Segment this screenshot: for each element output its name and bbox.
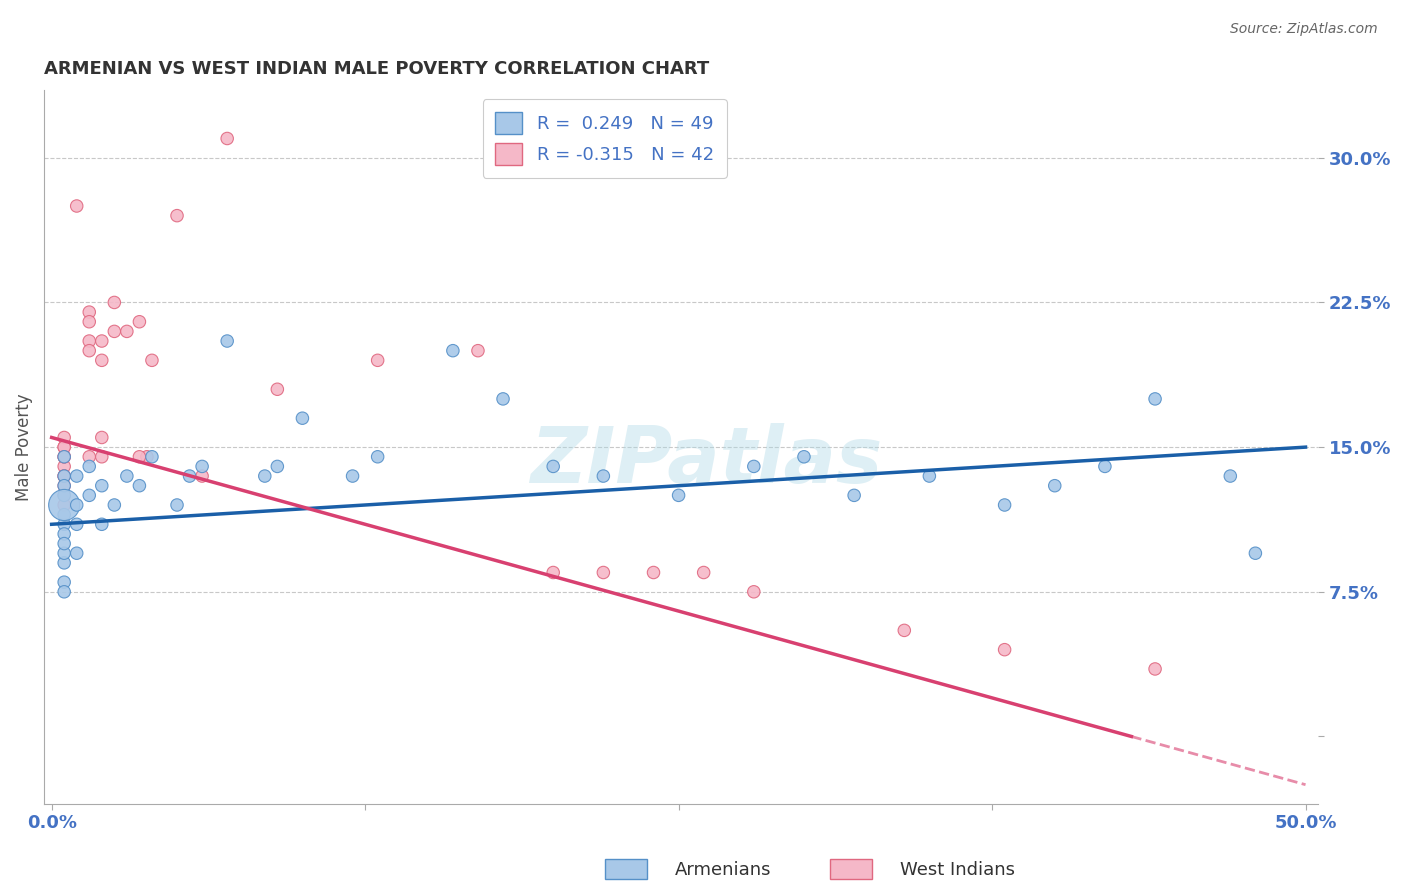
Point	[53, 527, 76, 541]
Point	[77, 343, 100, 358]
Point	[643, 566, 665, 580]
Point	[53, 479, 76, 493]
Point	[53, 440, 76, 454]
Point	[191, 469, 214, 483]
Point	[541, 566, 564, 580]
Point	[53, 479, 76, 493]
Text: ARMENIAN VS WEST INDIAN MALE POVERTY CORRELATION CHART: ARMENIAN VS WEST INDIAN MALE POVERTY COR…	[44, 60, 710, 78]
Point	[141, 353, 163, 368]
Point	[53, 450, 76, 464]
Point	[994, 642, 1017, 657]
Point	[266, 459, 288, 474]
Point	[1244, 546, 1267, 560]
Point	[141, 450, 163, 464]
Point	[793, 450, 815, 464]
Point	[53, 546, 76, 560]
Point	[115, 469, 138, 483]
Point	[53, 469, 76, 483]
Point	[541, 459, 564, 474]
Legend: R =  0.249   N = 49, R = -0.315   N = 42: R = 0.249 N = 49, R = -0.315 N = 42	[482, 99, 727, 178]
Point	[90, 450, 112, 464]
Point	[53, 508, 76, 522]
Text: West Indians: West Indians	[900, 861, 1015, 879]
Point	[441, 343, 464, 358]
Point	[179, 469, 201, 483]
Point	[217, 131, 239, 145]
Point	[90, 517, 112, 532]
Point	[77, 450, 100, 464]
Point	[1094, 459, 1116, 474]
Point	[191, 459, 214, 474]
Point	[893, 624, 915, 638]
Point	[53, 498, 76, 512]
Point	[592, 566, 614, 580]
Point	[217, 334, 239, 348]
Text: ZIPatlas: ZIPatlas	[530, 424, 883, 500]
Point	[53, 584, 76, 599]
Point	[253, 469, 276, 483]
Point	[266, 382, 288, 396]
Point	[742, 459, 765, 474]
Point	[742, 584, 765, 599]
Point	[53, 450, 76, 464]
Point	[53, 450, 76, 464]
Text: Source: ZipAtlas.com: Source: ZipAtlas.com	[1230, 22, 1378, 37]
Point	[53, 517, 76, 532]
Point	[53, 459, 76, 474]
Point	[467, 343, 489, 358]
Point	[128, 450, 150, 464]
Point	[918, 469, 941, 483]
Point	[1219, 469, 1241, 483]
Point	[66, 498, 89, 512]
Point	[90, 479, 112, 493]
Point	[66, 469, 89, 483]
Point	[53, 575, 76, 590]
Point	[77, 305, 100, 319]
Point	[90, 430, 112, 444]
Point	[668, 488, 690, 502]
Y-axis label: Male Poverty: Male Poverty	[15, 393, 32, 501]
Point	[367, 353, 389, 368]
Point	[342, 469, 364, 483]
Point	[842, 488, 865, 502]
Point	[166, 498, 188, 512]
Point	[492, 392, 515, 406]
Point	[77, 315, 100, 329]
Point	[77, 488, 100, 502]
Point	[128, 479, 150, 493]
Point	[90, 353, 112, 368]
Point	[166, 209, 188, 223]
Text: Armenians: Armenians	[675, 861, 772, 879]
Point	[77, 334, 100, 348]
Point	[77, 459, 100, 474]
Point	[90, 334, 112, 348]
Point	[53, 469, 76, 483]
Point	[103, 325, 125, 339]
Point	[136, 450, 159, 464]
Point	[53, 556, 76, 570]
Point	[994, 498, 1017, 512]
Point	[1043, 479, 1066, 493]
Point	[1144, 662, 1167, 676]
Point	[367, 450, 389, 464]
Point	[66, 517, 89, 532]
Point	[103, 295, 125, 310]
Point	[1144, 392, 1167, 406]
Point	[103, 498, 125, 512]
Point	[53, 488, 76, 502]
Point	[115, 325, 138, 339]
Point	[53, 536, 76, 550]
Point	[53, 430, 76, 444]
Point	[53, 498, 76, 512]
Point	[53, 488, 76, 502]
Point	[66, 546, 89, 560]
Point	[66, 199, 89, 213]
Point	[692, 566, 714, 580]
Point	[53, 440, 76, 454]
Point	[592, 469, 614, 483]
Point	[53, 469, 76, 483]
Point	[291, 411, 314, 425]
Point	[128, 315, 150, 329]
